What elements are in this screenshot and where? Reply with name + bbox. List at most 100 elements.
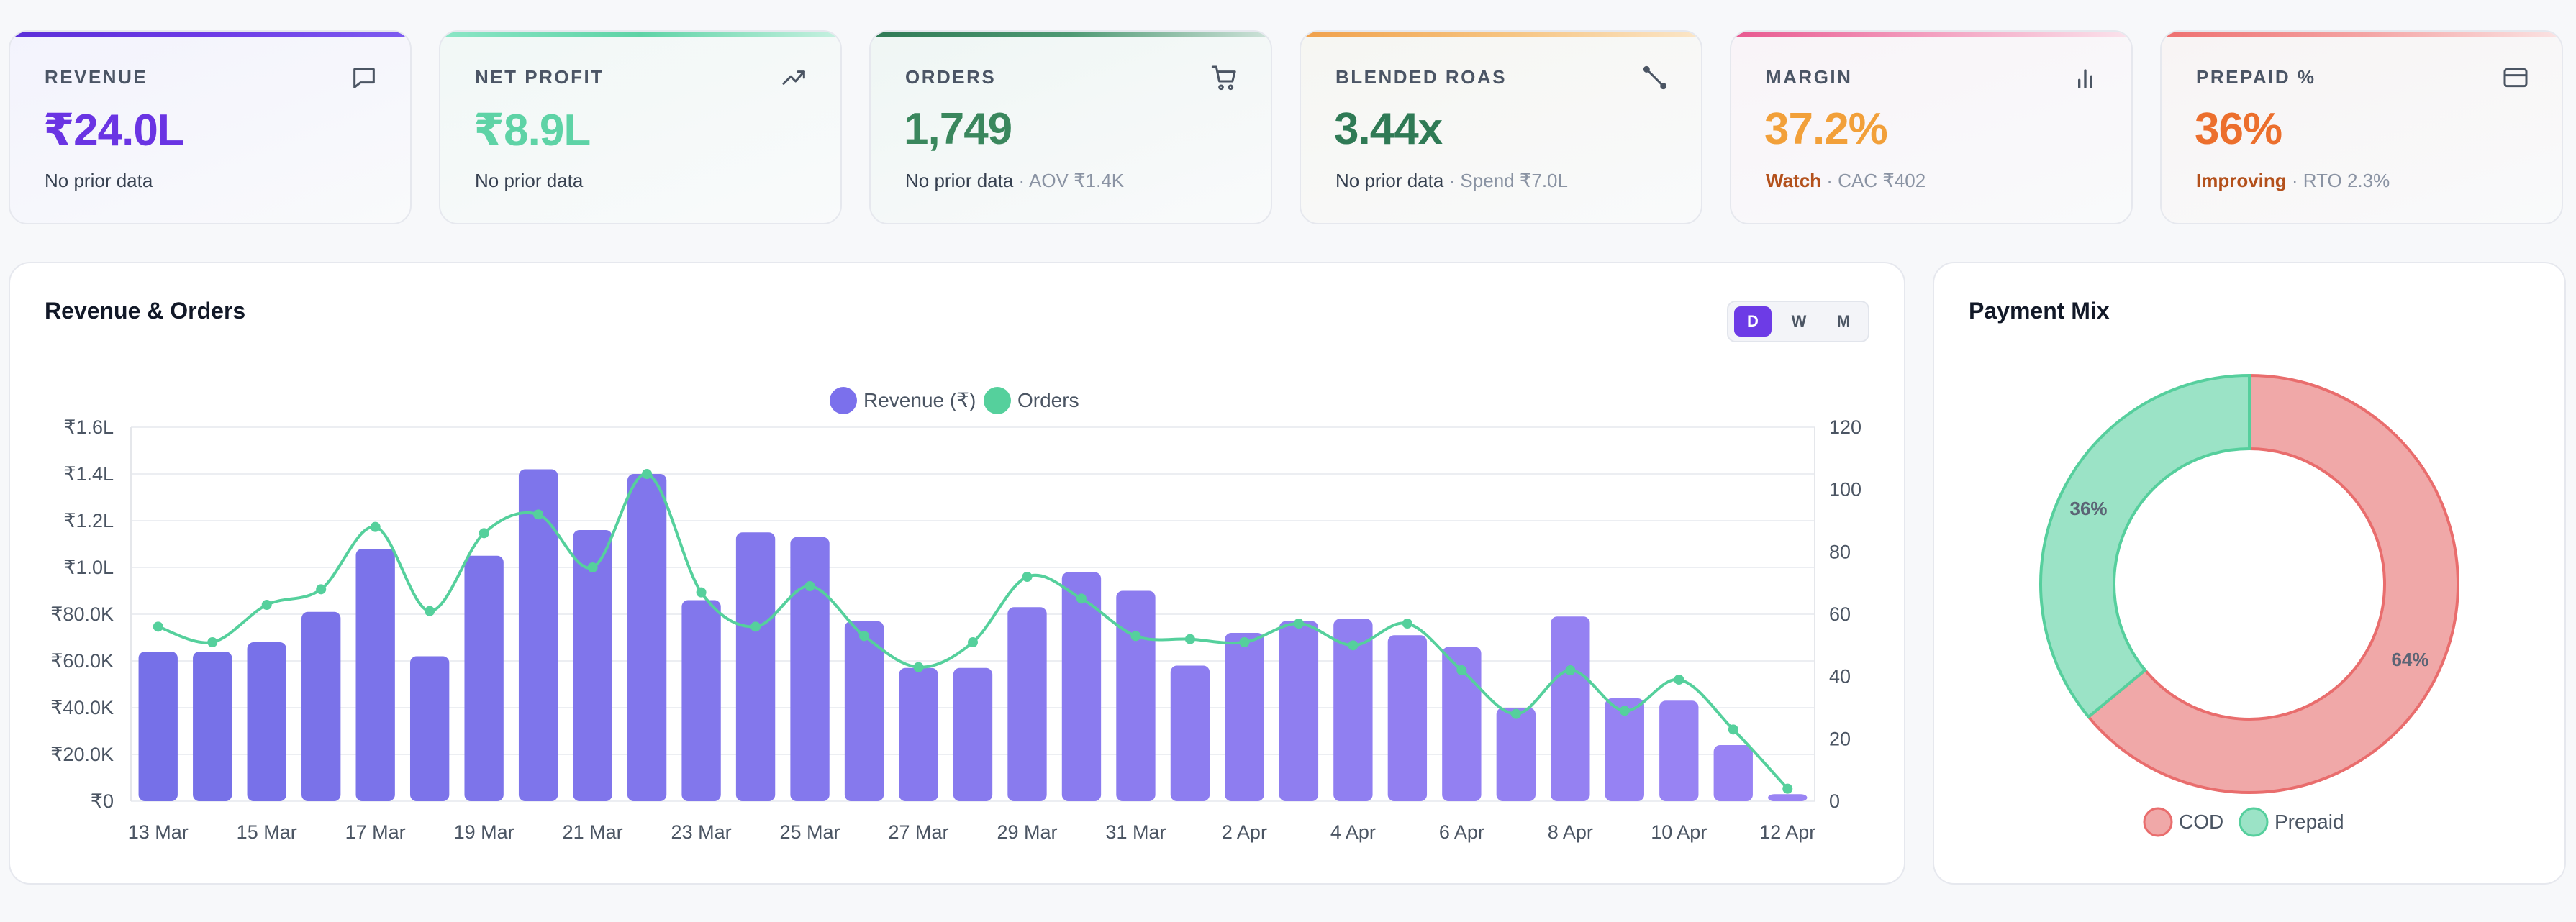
trending-up-icon — [782, 70, 805, 85]
kpi-value: ₹8.9L — [473, 106, 591, 155]
revenue-bar — [1713, 745, 1753, 801]
revenue-bar — [844, 621, 884, 801]
revenue-bar — [193, 652, 232, 801]
kpi-label: NET PROFIT — [475, 66, 604, 88]
legend-label-revenue[interactable]: Revenue (₹) — [863, 389, 976, 411]
orders-point — [696, 587, 707, 598]
kpi-subtext: No prior data — [475, 170, 583, 192]
legend-swatch-orders — [984, 387, 1011, 414]
kpi-card-revenue[interactable]: REVENUE ₹24.0L No prior data — [9, 30, 412, 224]
revenue-bar — [1442, 647, 1482, 801]
revenue-bar — [953, 667, 993, 801]
kpi-label: PREPAID % — [2196, 66, 2316, 88]
orders-point — [1402, 619, 1412, 629]
chart-legend[interactable]: Revenue (₹) Orders — [830, 387, 1079, 414]
revenue-bar — [1225, 633, 1264, 801]
orders-point — [1076, 593, 1087, 604]
revenue-bar — [355, 549, 395, 801]
y2-tick-label: 100 — [1829, 479, 1861, 501]
kpi-label: MARGIN — [1766, 66, 1853, 88]
donut-slice-prepaid[interactable] — [2039, 373, 2251, 719]
kpi-value: ₹24.0L — [43, 106, 185, 155]
toggle-week-button[interactable]: W — [1791, 312, 1807, 330]
revenue-bar — [1551, 616, 1590, 801]
toggle-day-button[interactable]: D — [1734, 306, 1772, 337]
kpi-status: Watch — [1766, 170, 1822, 191]
kpi-value: 36% — [2195, 104, 2282, 154]
y-tick-label: ₹1.2L — [63, 510, 114, 531]
revenue-bar — [899, 667, 938, 801]
revenue-bars — [138, 469, 1808, 801]
donut-slice-labels: 64% 36% — [2069, 498, 2428, 670]
y-tick-label: ₹1.0L — [63, 557, 114, 578]
kpi-card-blended-roas[interactable]: BLENDED ROAS 3.44x No prior data · Spend… — [1300, 30, 1702, 224]
x-tick-label: 27 Mar — [888, 821, 948, 843]
orders-point — [425, 606, 435, 616]
kpi-value: 3.44x — [1334, 104, 1443, 154]
x-tick-label: 23 Mar — [671, 821, 732, 843]
kpi-card-net-profit[interactable]: NET PROFIT ₹8.9L No prior data — [439, 30, 842, 224]
kpi-label: ORDERS — [905, 66, 997, 88]
y-tick-label: ₹20.0K — [50, 744, 114, 765]
kpi-extra: · CAC ₹402 — [1826, 170, 1926, 191]
chat-icon — [353, 68, 375, 88]
orders-point — [1022, 572, 1033, 582]
y2-tick-label: 60 — [1829, 603, 1851, 625]
kpi-comparison: No prior data — [45, 170, 153, 191]
kpi-card-orders[interactable]: ORDERS 1,749 No prior data · AOV ₹1.4K — [869, 30, 1272, 224]
legend-label-prepaid[interactable]: Prepaid — [2275, 811, 2344, 833]
revenue-bar — [1768, 794, 1808, 801]
y-axis-right-labels: 0 20 40 60 80 100 120 — [1829, 416, 1861, 812]
orders-point — [1782, 783, 1793, 794]
kpi-card-prepaid[interactable]: PREPAID % 36% Improving · RTO 2.3% — [2160, 30, 2563, 224]
y2-tick-label: 120 — [1829, 416, 1861, 438]
legend-label-orders[interactable]: Orders — [1017, 389, 1079, 411]
x-tick-label: 17 Mar — [345, 821, 406, 843]
orders-point — [1619, 706, 1630, 716]
orders-point — [913, 662, 924, 672]
revenue-orders-chart: ₹0 ₹20.0K ₹40.0K ₹60.0K ₹80.0K ₹1.0L ₹1.2L ₹1.4… — [50, 387, 1861, 843]
orders-point — [479, 528, 489, 539]
kpi-card-margin[interactable]: MARGIN 37.2% Watch · CAC ₹402 — [1730, 30, 2133, 224]
toggle-month-button[interactable]: M — [1836, 312, 1851, 330]
kpi-extra: · Spend ₹7.0L — [1448, 170, 1568, 191]
y-tick-label: ₹1.6L — [63, 416, 114, 438]
x-tick-label: 31 Mar — [1105, 821, 1166, 843]
x-tick-label: 8 Apr — [1548, 821, 1593, 843]
revenue-bar — [1061, 572, 1102, 801]
payment-mix-donut: 64% 36% COD Prepaid — [2039, 373, 2459, 837]
card-icon — [2503, 68, 2528, 88]
accent-bar — [1301, 32, 1701, 37]
revenue-bar — [409, 656, 450, 801]
x-tick-label: 19 Mar — [454, 821, 514, 843]
orders-point — [370, 521, 381, 532]
donut-legend[interactable]: COD Prepaid — [2143, 807, 2344, 837]
y-axis-left-labels: ₹0 ₹20.0K ₹40.0K ₹60.0K ₹80.0K ₹1.0L ₹1.2L ₹1.4… — [50, 416, 114, 812]
x-tick-label: 29 Mar — [997, 821, 1057, 843]
orders-point — [1728, 724, 1738, 735]
y-tick-label: ₹0 — [91, 790, 114, 812]
accent-bar — [440, 32, 840, 37]
revenue-bar — [301, 611, 341, 801]
donut-slices — [2039, 373, 2459, 794]
orders-point — [1130, 631, 1141, 642]
kpi-comparison: No prior data — [1335, 170, 1444, 191]
x-tick-label: 25 Mar — [780, 821, 840, 843]
accent-bar — [10, 32, 410, 37]
revenue-bar — [1279, 621, 1319, 801]
orders-point — [1293, 619, 1304, 629]
kpi-label: REVENUE — [45, 66, 148, 88]
revenue-bar — [1116, 590, 1156, 801]
x-axis-labels: 13 Mar 15 Mar 17 Mar 19 Mar 21 Mar 23 Mar 25 M… — [128, 821, 1816, 843]
donut-slice-cod[interactable] — [2086, 373, 2459, 794]
granularity-toggle: D W M — [1727, 301, 1869, 342]
legend-swatch-cod — [2143, 807, 2173, 837]
y-tick-label: ₹1.4L — [63, 463, 114, 485]
revenue-bar — [1007, 607, 1047, 801]
y-tick-label: ₹80.0K — [50, 603, 114, 625]
kpi-subtext: Improving · RTO 2.3% — [2196, 170, 2390, 192]
legend-label-cod[interactable]: COD — [2179, 811, 2223, 833]
x-tick-label: 2 Apr — [1222, 821, 1267, 843]
kpi-extra: · AOV ₹1.4K — [1018, 170, 1125, 191]
revenue-bar — [1496, 708, 1536, 801]
